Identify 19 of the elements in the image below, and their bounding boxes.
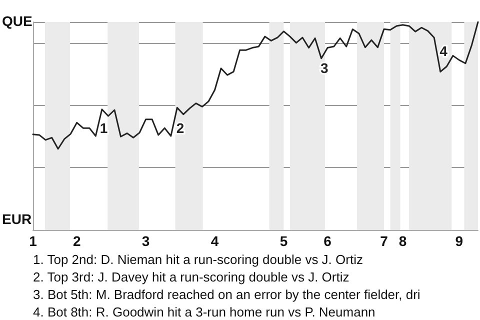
text: QUE	[2, 13, 32, 29]
x-tick-label: 3	[142, 233, 150, 249]
x-tick-label: 4	[210, 233, 219, 249]
text: 2. Top 3rd: J. Davey hit a run-scoring double vs J. Ortiz	[33, 270, 350, 284]
x-tick-label: 6	[324, 233, 332, 249]
text: 4. Bot 8th: R. Goodwin hit a 3-run home run vs P. Neumann	[33, 304, 376, 320]
text: EUR	[2, 211, 32, 227]
annotation: 1	[100, 120, 108, 136]
x-tick-label: 7	[380, 233, 388, 249]
text: 3. Bot 5th: M. Bradford reached on an error by the center fielder, dri	[33, 287, 420, 302]
x-tick-label: 1	[29, 233, 38, 249]
annotation: 2	[176, 120, 184, 136]
x-tick-label: 5	[280, 233, 288, 249]
x-tick-label: 8	[398, 233, 407, 249]
x-tick-label: 2	[72, 233, 81, 249]
annotation: 3	[320, 60, 329, 76]
x-tick-label: 9	[455, 233, 464, 249]
text: 1. Top 2nd: D. Nieman hit a run-scoring double vs J. Ortiz	[33, 252, 363, 267]
annotation: 4	[440, 43, 448, 60]
